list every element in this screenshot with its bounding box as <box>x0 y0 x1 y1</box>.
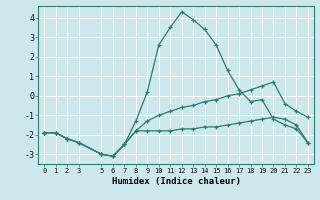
X-axis label: Humidex (Indice chaleur): Humidex (Indice chaleur) <box>111 177 241 186</box>
